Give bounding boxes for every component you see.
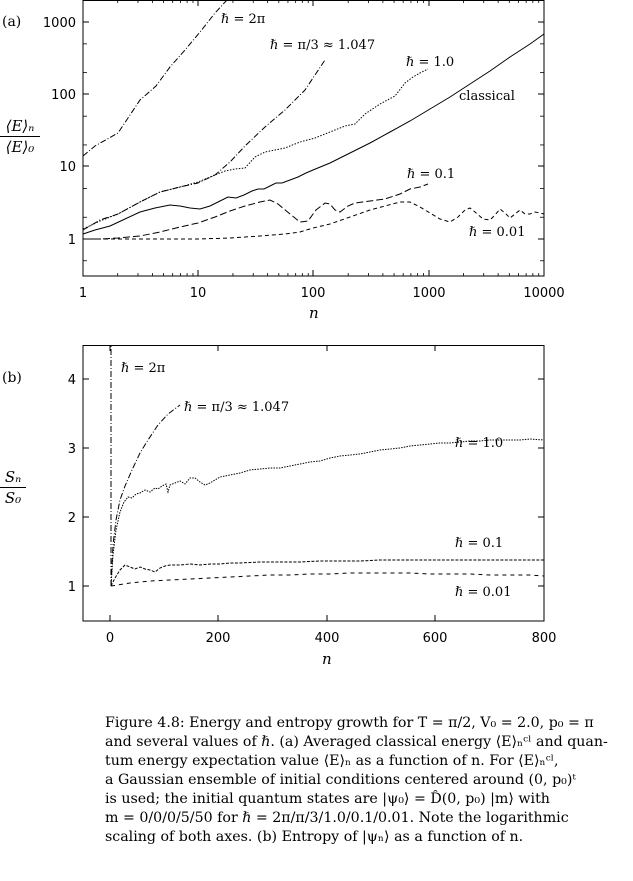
annotation-h2pi: ℏ = 2π <box>221 12 266 27</box>
panel-b-label: (b) <box>2 370 22 386</box>
xtick-label: 800 <box>532 631 557 646</box>
panel-b-ytick-labels: 1 2 3 4 <box>68 373 76 595</box>
ylabel-numerator: Sₙ <box>0 468 26 488</box>
caption-line: a Gaussian ensemble of initial condition… <box>105 772 576 788</box>
figure-caption: Figure 4.8: Energy and entropy growth fo… <box>105 714 630 847</box>
series-b-hpi3 <box>110 404 181 587</box>
series-b-h001 <box>110 572 545 587</box>
caption-line: m = 0/0/0/5/50 for ℏ = 2π/π/3/1.0/0.1/0.… <box>105 810 569 826</box>
caption-line: scaling of both axes. (b) Entropy of |ψₙ… <box>105 829 524 845</box>
ylabel-denominator: S₀ <box>4 489 22 507</box>
caption-line: and several values of ℏ. (a) Averaged cl… <box>105 734 608 750</box>
series-b-h1 <box>110 438 545 587</box>
xtick-label: 10 <box>190 286 207 301</box>
panel-a-ytick-labels: 1 10 100 1000 <box>43 16 76 248</box>
annotation-h001: ℏ = 0.01 <box>455 585 511 600</box>
annotation-h01: ℏ = 0.1 <box>455 536 503 551</box>
ytick-label: 10 <box>59 160 76 175</box>
xtick-label: 200 <box>206 631 231 646</box>
series-a-classical <box>82 33 545 235</box>
panel-a-xlabel: n <box>309 304 319 322</box>
panel-a-series <box>82 0 545 240</box>
panel-b-series <box>110 345 545 587</box>
xtick-label: 600 <box>423 631 448 646</box>
annotation-hpi3: ℏ = π/3 ≈ 1.047 <box>270 38 375 53</box>
series-a-h001 <box>83 201 545 240</box>
caption-line: Figure 4.8: Energy and entropy growth fo… <box>105 715 594 731</box>
annotation-h1: ℏ = 1.0 <box>406 55 454 70</box>
annotation-h1: ℏ = 1.0 <box>455 436 503 451</box>
panel-b-xlabel: n <box>322 650 332 668</box>
annotation-h001: ℏ = 0.01 <box>469 225 525 240</box>
ytick-label: 4 <box>68 373 76 388</box>
panel-a-axes <box>82 0 545 277</box>
series-a-h2pi <box>82 0 228 157</box>
panel-a-label: (a) <box>2 14 22 30</box>
figure-canvas: 1 10 100 1000 10000 1 10 100 1000 ℏ = 2π… <box>43 0 565 646</box>
panel-b-xtick-labels: 0 200 400 600 800 <box>106 631 557 646</box>
xtick-label: 1000 <box>412 286 445 301</box>
panel-b-ylabel: Sₙ S₀ <box>0 468 26 507</box>
panel-a-annotations: ℏ = 2π ℏ = π/3 ≈ 1.047 ℏ = 1.0 classical… <box>221 12 525 240</box>
caption-line: tum energy expectation value ⟨E⟩ₙ as a f… <box>105 753 559 769</box>
ytick-label: 2 <box>68 511 76 526</box>
annotation-h2pi: ℏ = 2π <box>121 361 166 376</box>
annotation-classical: classical <box>459 89 515 104</box>
xtick-label: 10000 <box>523 286 564 301</box>
ytick-label: 3 <box>68 442 76 457</box>
ylabel-numerator: ⟨E⟩ₙ <box>0 117 40 137</box>
series-a-hpi3 <box>82 59 326 231</box>
series-a-h1 <box>82 68 429 230</box>
xtick-label: 100 <box>301 286 326 301</box>
series-b-h01 <box>110 559 544 587</box>
panel-a-xtick-labels: 1 10 100 1000 10000 <box>79 286 565 301</box>
xtick-label: 400 <box>315 631 340 646</box>
ytick-label: 1000 <box>43 16 76 31</box>
panel-b-annotations: ℏ = 2π ℏ = π/3 ≈ 1.047 ℏ = 1.0 ℏ = 0.1 ℏ… <box>121 361 511 600</box>
annotation-hpi3: ℏ = π/3 ≈ 1.047 <box>184 400 289 415</box>
xtick-label: 0 <box>106 631 114 646</box>
caption-line: is used; the initial quantum states are … <box>105 791 550 807</box>
ytick-label: 1 <box>68 233 76 248</box>
xtick-label: 1 <box>79 286 87 301</box>
annotation-h01: ℏ = 0.1 <box>407 167 455 182</box>
ylabel-denominator: ⟨E⟩₀ <box>5 138 35 156</box>
ytick-label: 100 <box>51 88 76 103</box>
series-a-h01 <box>83 183 429 240</box>
panel-b-axes <box>82 345 545 622</box>
panel-a-ylabel: ⟨E⟩ₙ ⟨E⟩₀ <box>0 117 40 156</box>
ytick-label: 1 <box>68 580 76 595</box>
